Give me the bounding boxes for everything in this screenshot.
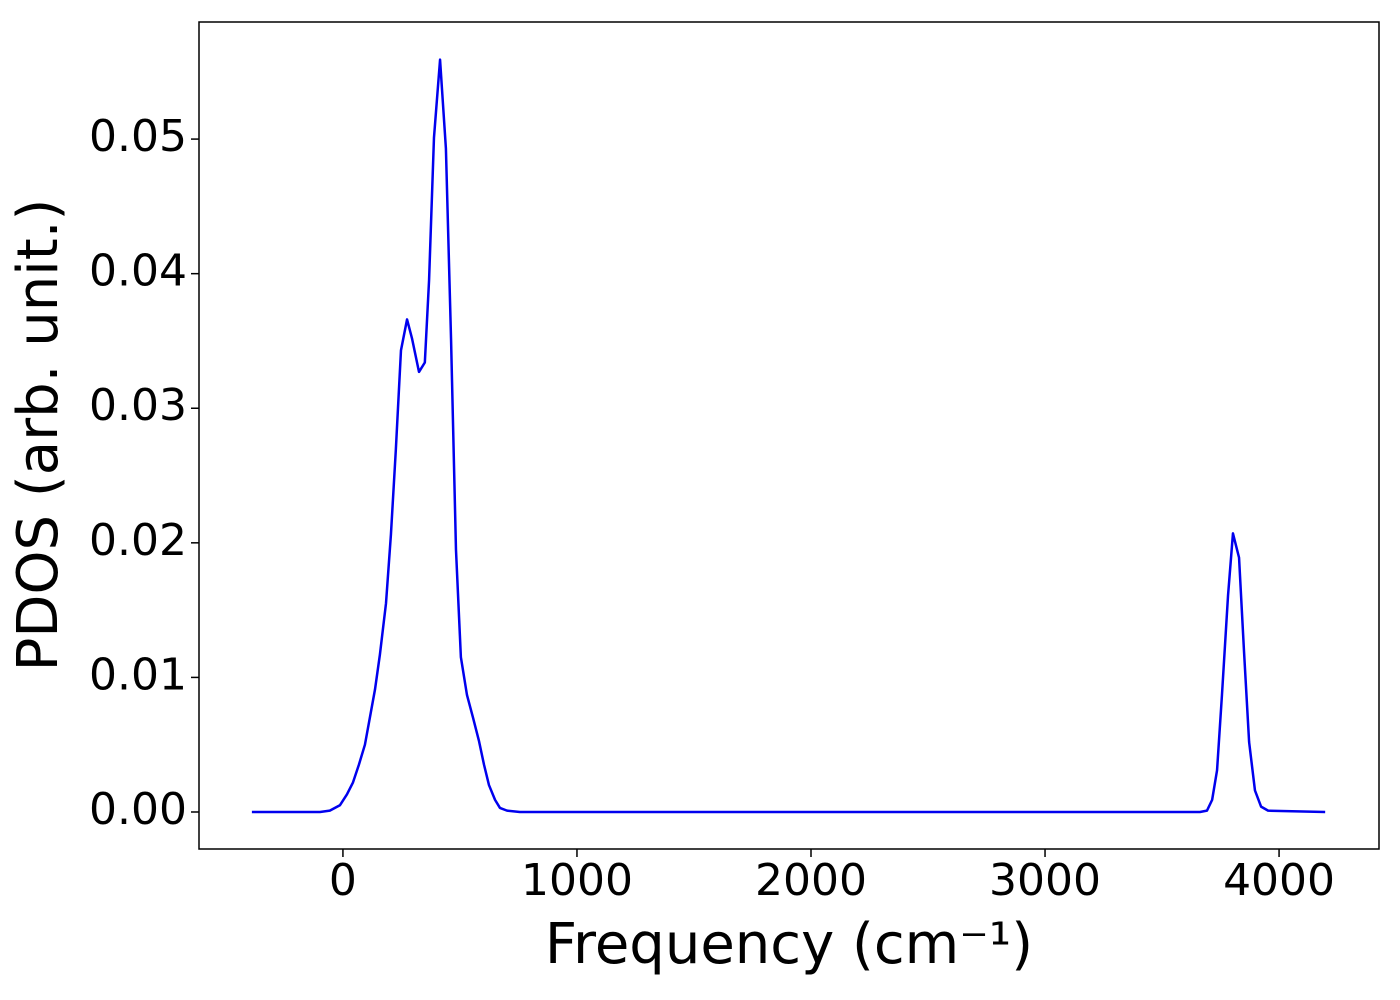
x-axis-label: Frequency (cm⁻¹): [545, 912, 1033, 977]
x-tick-label: 4000: [1223, 855, 1335, 906]
line-series: [251, 58, 1326, 814]
y-tick-label: 0.00: [89, 784, 187, 835]
x-tick-label: 1000: [521, 855, 633, 906]
y-tick-label: 0.01: [89, 649, 187, 700]
y-axis-label: PDOS (arb. unit.): [6, 199, 71, 672]
y-tick-label: 0.05: [89, 111, 187, 162]
y-tick-label: 0.03: [89, 380, 187, 431]
y-tick-label: 0.04: [89, 246, 187, 297]
x-tick-label: 2000: [755, 855, 867, 906]
plot-frame: [198, 21, 1380, 850]
x-tick-label: 3000: [989, 855, 1101, 906]
y-tick-label: 0.02: [89, 515, 187, 566]
x-tick-label: 0: [329, 855, 357, 906]
